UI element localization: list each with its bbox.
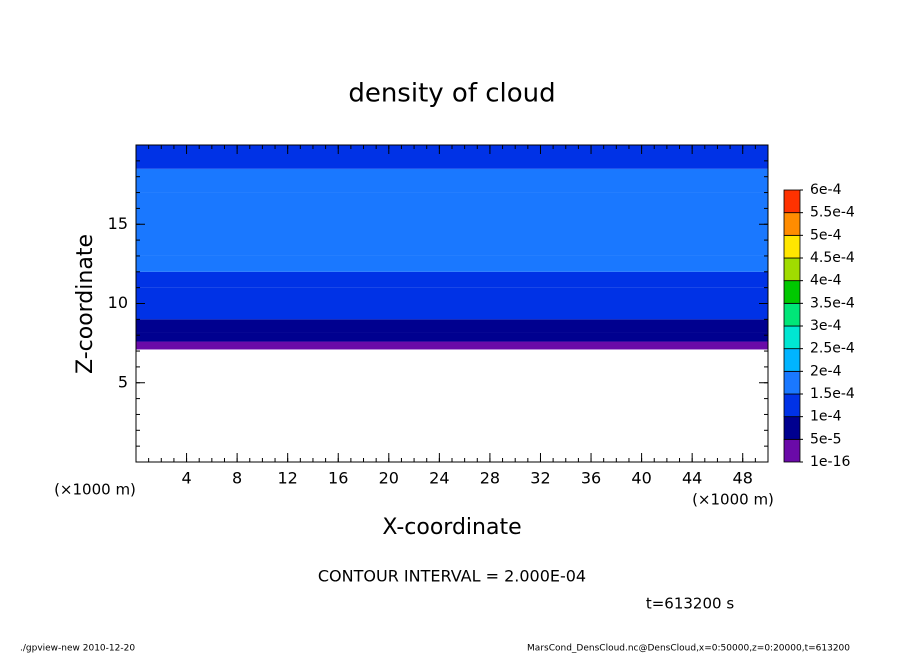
x-axis-label: X-coordinate (382, 515, 521, 540)
y-tick-label: 15 (108, 214, 128, 233)
colorbar-label: 2e-4 (810, 363, 842, 379)
colorbar-box (783, 348, 801, 372)
contour-band (136, 319, 768, 333)
time-label: t=613200 s (646, 595, 734, 613)
y-tick-label: 5 (118, 372, 128, 391)
contour-band (136, 332, 768, 342)
x-tick-label: 28 (480, 469, 500, 488)
x-tick-label: 8 (232, 469, 242, 488)
x-tick-label: 24 (429, 469, 449, 488)
colorbar-label: 1e-16 (810, 454, 850, 470)
contour-band (136, 287, 768, 304)
y-unit: (×1000 m) (54, 481, 136, 499)
contour-band (136, 145, 768, 169)
footer-left: ./gpview-new 2010-12-20 (20, 644, 135, 654)
colorbar-box (783, 212, 801, 236)
colorbar-label: 6e-4 (810, 182, 842, 198)
field (136, 145, 768, 350)
x-tick-label: 12 (278, 469, 298, 488)
y-tick-label: 10 (108, 293, 128, 312)
chart-title: density of cloud (348, 79, 555, 109)
x-tick-label: 44 (682, 469, 702, 488)
colorbar-box (783, 280, 801, 304)
colorbar-box (783, 325, 801, 350)
colorbar-box (783, 438, 801, 463)
colorbar-label: 4.5e-4 (810, 250, 855, 266)
colorbar-box (783, 416, 801, 440)
colorbar-label: 1e-4 (810, 409, 842, 425)
colorbar-box (783, 189, 801, 214)
x-tick-label: 36 (581, 469, 601, 488)
contour-interval: CONTOUR INTERVAL = 2.000E-04 (318, 567, 586, 586)
footer-right: MarsCond_DensCloud.nc@DensCloud,x=0:5000… (527, 644, 850, 654)
colorbar-label: 3e-4 (810, 318, 842, 334)
contour-band (136, 303, 768, 320)
colorbar-label: 2.5e-4 (810, 341, 855, 357)
colorbar-box (783, 234, 801, 259)
colorbar-label: 5e-4 (810, 227, 842, 243)
y-axis-label: Z-coordinate (73, 234, 98, 374)
x-tick-label: 32 (530, 469, 550, 488)
x-tick-label: 16 (328, 469, 348, 488)
contour-band (136, 271, 768, 288)
x-tick-label: 40 (631, 469, 651, 488)
x-tick-label: 4 (181, 469, 191, 488)
colorbar-label: 5e-5 (810, 431, 841, 447)
contour-band (136, 255, 768, 272)
x-unit: (×1000 m) (692, 491, 774, 509)
contour-band (136, 192, 768, 256)
contour-band (136, 168, 768, 193)
colorbar-box (783, 257, 801, 282)
colorbar-box (783, 370, 801, 395)
colorbar-label: 1.5e-4 (810, 386, 855, 402)
contour-band (136, 341, 768, 350)
colorbar-label: 5.5e-4 (810, 205, 855, 221)
colorbar-box (783, 302, 801, 327)
colorbar-box (783, 393, 801, 418)
colorbar-label: 4e-4 (810, 273, 842, 289)
x-tick-label: 20 (379, 469, 399, 488)
colorbar-label: 3.5e-4 (810, 295, 855, 311)
x-tick-label: 48 (733, 469, 753, 488)
